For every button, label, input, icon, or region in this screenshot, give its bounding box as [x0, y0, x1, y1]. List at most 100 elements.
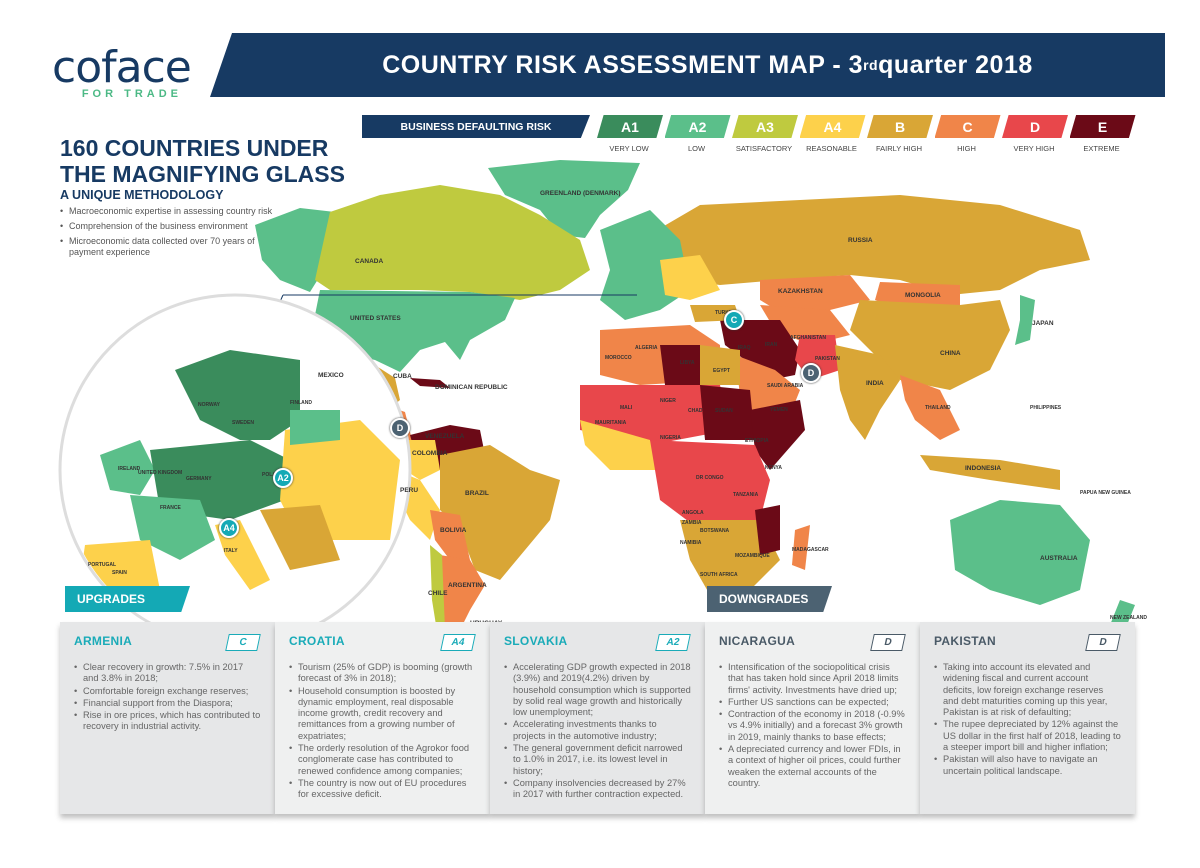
card-points-list: Tourism (25% of GDP) is booming (growth …: [289, 662, 476, 801]
rating-change-badge: A2: [273, 468, 293, 488]
map-label: DOMINICAN REPUBLIC: [435, 384, 508, 391]
map-label: ZAMBIA: [682, 520, 702, 526]
card-point: Taking into account its elevated and wid…: [934, 662, 1121, 718]
japan: [1015, 295, 1035, 345]
map-label: CANADA: [355, 258, 384, 265]
scandinavia: [175, 350, 300, 440]
card-point: Accelerating GDP growth expected in 2018…: [504, 662, 691, 718]
card-point: Accelerating investments thanks to proje…: [504, 719, 691, 742]
card-country-name: SLOVAKIA: [504, 634, 568, 648]
card-point: Financial support from the Diaspora;: [74, 698, 261, 710]
methodology-heading: A UNIQUE METHODOLOGY: [60, 188, 224, 202]
map-label: PAPUA NEW GUINEA: [1080, 490, 1131, 496]
card-country-name: ARMENIA: [74, 634, 133, 648]
australia: [950, 500, 1090, 605]
map-label: SOUTH AFRICA: [700, 572, 738, 578]
legend-label-a3: SATISFACTORY: [735, 144, 793, 153]
intro-headline: 160 COUNTRIES UNDER THE MAGNIFYING GLASS: [60, 135, 345, 187]
map-label: MOZAMBIQUE: [735, 553, 770, 559]
downgrades-label: DOWNGRADES: [707, 586, 832, 612]
legend-label-d: VERY HIGH: [1013, 144, 1055, 153]
country-card-nicaragua: NICARAGUA D Intensification of the sociopo…: [705, 622, 920, 814]
legend-title: BUSINESS DEFAULTING RISK: [362, 115, 590, 138]
libya: [660, 345, 700, 385]
card-point: A depreciated currency and lower FDIs, i…: [719, 744, 906, 789]
map-label: INDONESIA: [965, 465, 1002, 472]
map-label: SPAIN: [112, 570, 127, 576]
map-label: DR CONGO: [696, 475, 724, 481]
map-label: MALI: [620, 405, 633, 411]
legend-swatch-d: D: [1002, 115, 1068, 138]
legend-swatch-e: E: [1069, 115, 1136, 138]
map-label: COLOMBIA: [412, 450, 448, 457]
russia: [640, 195, 1090, 295]
card-point: Rise in ore prices, which has contribute…: [74, 710, 261, 733]
map-label: EGYPT: [713, 368, 730, 374]
legend-label-a1: VERY LOW: [609, 144, 649, 153]
map-label: YEMEN: [770, 407, 788, 413]
map-label: PERU: [400, 487, 419, 494]
title-main: COUNTRY RISK ASSESSMENT MAP - 3: [382, 50, 864, 79]
card-country-name: PAKISTAN: [934, 634, 996, 648]
magnifier-inset: [58, 293, 412, 647]
legend-swatch-a4: A4: [799, 115, 866, 138]
france: [130, 495, 215, 560]
map-label: AFGHANISTAN: [790, 335, 827, 341]
map-label: ETHIOPIA: [745, 438, 769, 444]
country-card-slovakia: SLOVAKIA A2 Accelerating GDP growth expect…: [490, 622, 705, 814]
map-label: JAPAN: [1032, 320, 1054, 327]
rating-change-badge: D: [801, 363, 821, 383]
argentina: [440, 555, 485, 640]
card-point: Intensification of the sociopolitical cr…: [719, 662, 906, 696]
card-point: The orderly resolution of the Agrokor fo…: [289, 743, 476, 777]
sahel: [580, 385, 730, 445]
map-label: IRAQ: [738, 345, 751, 351]
map-label: VENEZUELA: [425, 433, 465, 440]
country-card-pakistan: PAKISTAN D Taking into account its elevate…: [920, 622, 1135, 814]
central-africa: [650, 440, 770, 530]
card-point: Company insolvencies decreased by 27% in…: [504, 778, 691, 801]
map-label: CHILE: [428, 590, 448, 597]
card-point: The country is now out of EU procedures …: [289, 778, 476, 801]
map-label: TANZANIA: [733, 492, 759, 498]
kazakhstan: [760, 275, 870, 312]
country-card-croatia: CROATIA A4 Tourism (25% of GDP) is booming…: [275, 622, 490, 814]
map-label: PHILIPPINES: [1030, 405, 1062, 411]
map-label: BOTSWANA: [700, 528, 730, 534]
southeast-asia: [900, 375, 960, 440]
map-label: MONGOLIA: [905, 292, 941, 299]
logo-tagline: FOR TRADE: [81, 88, 182, 100]
map-label: CUBA: [393, 373, 412, 380]
horn-of-africa: [750, 400, 805, 470]
uk-ireland: [100, 440, 155, 495]
map-label: KENYA: [765, 465, 783, 471]
map-label: FRANCE: [160, 505, 181, 511]
card-rating-badge: A2: [655, 634, 691, 651]
map-label: RUSSIA: [848, 237, 873, 244]
legend-swatch-a3: A3: [732, 115, 798, 138]
map-label: ANGOLA: [682, 510, 704, 516]
map-label: BOLIVIA: [440, 527, 467, 534]
map-label: BRAZIL: [465, 490, 489, 497]
sudan: [700, 385, 755, 440]
map-label: MAURITANIA: [595, 420, 627, 426]
legend-swatch-a1: A1: [597, 115, 663, 138]
mozambique: [755, 505, 780, 555]
southern-africa: [680, 520, 780, 595]
map-label: PORTUGAL: [88, 562, 117, 568]
rating-change-badge: A4: [219, 518, 239, 538]
legend-swatch-c: C: [934, 115, 1001, 138]
map-label: THAILAND: [925, 405, 951, 411]
canada: [315, 185, 590, 300]
title-sup: rd: [863, 57, 879, 73]
legend-label-e: EXTREME: [1083, 144, 1120, 153]
methodology-list: Macroeconomic expertise in assessing cou…: [60, 206, 290, 262]
map-label: UNITED STATES: [350, 315, 401, 322]
card-rating-badge: C: [225, 634, 261, 651]
map-label: KAZAKHSTAN: [778, 288, 823, 295]
upgrades-label: UPGRADES: [65, 586, 190, 612]
legend-label-a2: LOW: [687, 144, 706, 153]
balkans: [260, 505, 340, 570]
title-end: quarter 2018: [878, 50, 1033, 79]
